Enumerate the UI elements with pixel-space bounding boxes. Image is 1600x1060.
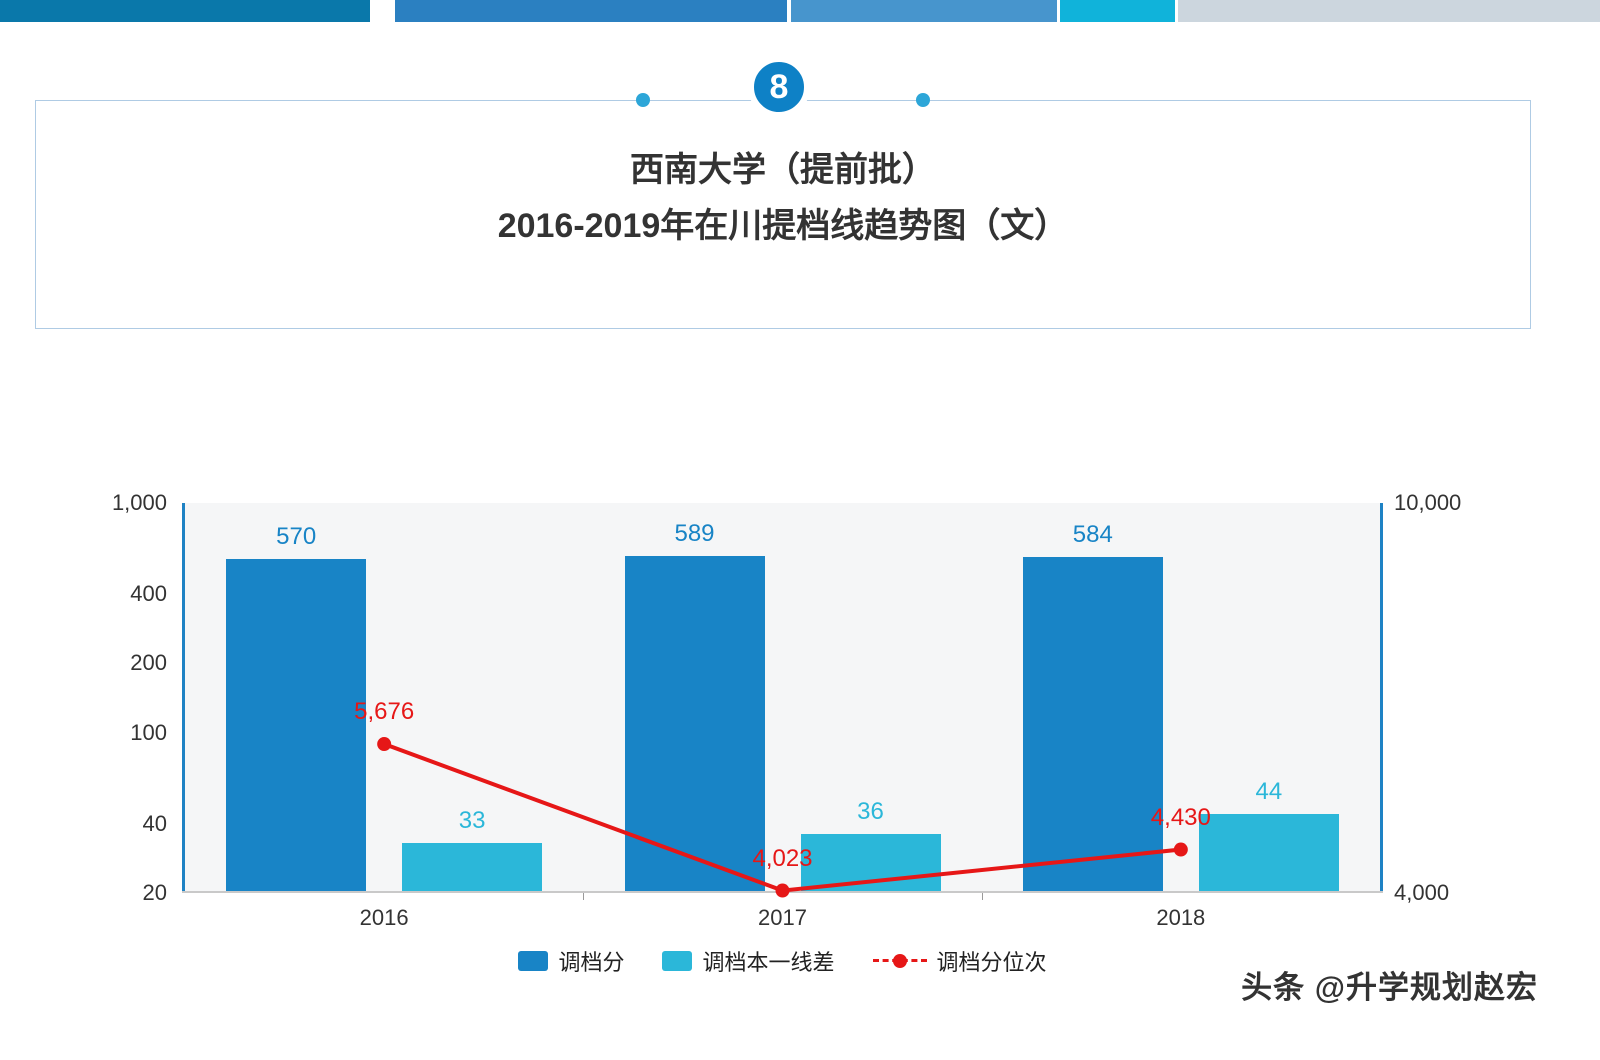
decorative-top-bar <box>0 0 1600 22</box>
line-point <box>775 883 790 898</box>
plot-background <box>185 503 1380 893</box>
top-bar-segment-2 <box>370 0 395 22</box>
left-axis-line <box>182 503 185 893</box>
left-axis-tick-label: 40 <box>142 810 167 836</box>
line-value-label: 5,676 <box>354 698 415 726</box>
legend-dot <box>892 954 907 968</box>
left-axis-tick-label: 200 <box>130 650 167 676</box>
chart-title: 西南大学（提前批） 2016-2019年在川提档线趋势图（文） <box>35 142 1531 254</box>
bar-调档本一线差-2016 <box>402 843 543 891</box>
badge-dot-left <box>636 93 650 107</box>
legend-swatch-icon <box>662 951 693 971</box>
trend-line-layer <box>377 737 1188 898</box>
top-bar-segment-1 <box>0 0 370 22</box>
left-axis-tick-label: 1,000 <box>111 490 167 515</box>
chart-title-line1: 西南大学（提前批） <box>630 151 936 189</box>
bar-调档分-2018 <box>1022 556 1163 891</box>
bar-value-label: 33 <box>458 807 486 835</box>
x-axis-label-2017: 2017 <box>758 905 807 930</box>
bar-value-label: 570 <box>276 523 317 551</box>
bar-value-label: 36 <box>857 798 884 826</box>
bar-调档分-2016 <box>226 559 367 891</box>
badge-dot-right <box>916 93 930 107</box>
legend-label: 调档分位次 <box>936 950 1047 975</box>
left-axis-tick-label: 20 <box>142 880 167 905</box>
right-axis-tick-label: 10,000 <box>1394 490 1462 515</box>
x-axis-tick <box>981 893 983 900</box>
legend-label: 调档本一线差 <box>702 950 835 975</box>
left-axis-tick-label: 100 <box>130 719 167 745</box>
x-axis-label-2018: 2018 <box>1156 905 1206 930</box>
top-bar-segment-3 <box>395 0 787 22</box>
x-axis-tick <box>583 893 585 900</box>
title-card <box>35 100 1531 329</box>
legend-item-3[interactable]: 调档分位次 <box>872 945 1047 977</box>
watermark: 头条 @升学规划赵宏 <box>1241 970 1538 1005</box>
top-bar-segment-7 <box>1060 0 1175 22</box>
legend-item-2[interactable]: 调档本一线差 <box>662 945 835 977</box>
chart-legend: 调档分 调档本一线差 调档分位次 <box>185 947 1380 975</box>
line-value-label: 4,023 <box>752 844 813 872</box>
legend-label: 调档分 <box>558 950 625 975</box>
bar-value-label: 584 <box>1072 520 1113 548</box>
line-point <box>1173 842 1188 857</box>
line-value-label: 4,430 <box>1150 803 1211 831</box>
bar-value-label: 589 <box>674 519 715 547</box>
legend-line-icon <box>872 951 927 971</box>
slide-number-badge: 8 <box>748 56 810 118</box>
legend-item-1[interactable]: 调档分 <box>518 945 624 977</box>
line-point <box>377 737 392 752</box>
left-axis-tick-label: 400 <box>130 581 167 607</box>
x-axis-label-2016: 2016 <box>359 905 409 930</box>
chart-title-line2: 2016-2019年在川提档线趋势图（文） <box>497 207 1069 245</box>
legend-swatch-icon <box>518 951 549 971</box>
top-bar-segment-9 <box>1178 0 1600 22</box>
top-bar-segment-5 <box>791 0 1057 22</box>
bar-调档本一线差-2018 <box>1198 814 1339 891</box>
right-axis-tick-label: 4,000 <box>1394 880 1450 905</box>
bar-value-label: 44 <box>1255 778 1283 806</box>
right-axis-line <box>1380 503 1383 893</box>
bar-调档分-2017 <box>624 555 765 891</box>
